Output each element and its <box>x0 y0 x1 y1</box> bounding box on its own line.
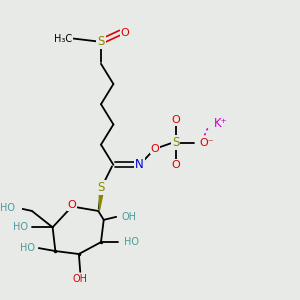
Text: O: O <box>171 115 180 125</box>
Text: O: O <box>68 200 76 210</box>
Text: HO: HO <box>124 237 140 247</box>
Text: HO: HO <box>13 222 28 232</box>
Text: O: O <box>121 28 129 38</box>
Text: O⁻: O⁻ <box>199 138 214 148</box>
Text: O: O <box>171 160 180 170</box>
Text: K⁺: K⁺ <box>214 117 228 130</box>
Text: OH: OH <box>122 212 137 222</box>
Text: S: S <box>97 181 105 194</box>
Text: S: S <box>97 35 105 48</box>
Text: HO: HO <box>20 243 34 253</box>
Text: HO: HO <box>0 203 15 213</box>
Text: S: S <box>172 136 179 149</box>
Polygon shape <box>99 189 104 211</box>
Text: N: N <box>135 158 144 171</box>
Text: OH: OH <box>73 274 88 284</box>
Text: H₃C: H₃C <box>54 34 72 44</box>
Text: O: O <box>151 143 159 154</box>
